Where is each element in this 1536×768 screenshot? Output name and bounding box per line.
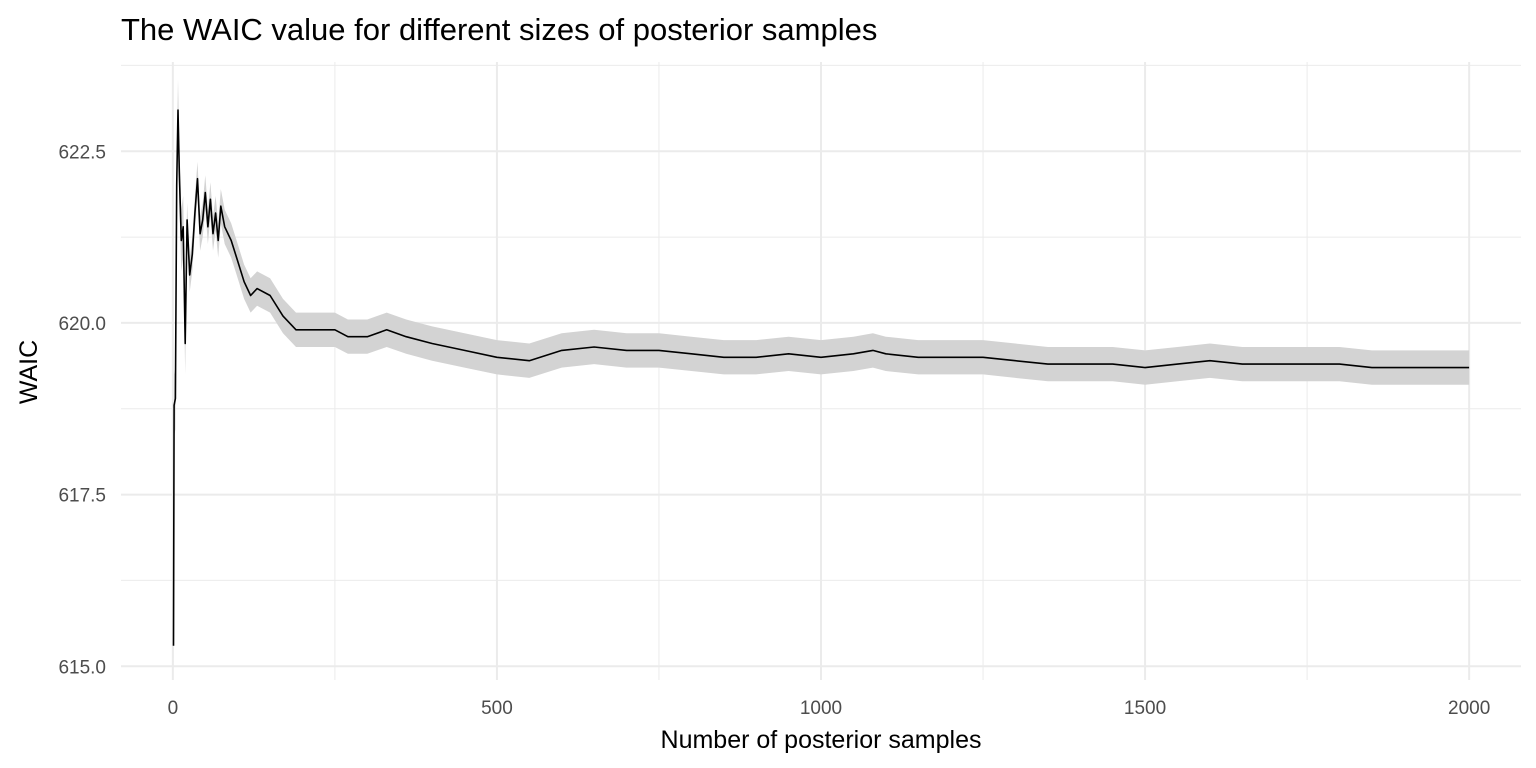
y-tick-label: 622.5 (58, 142, 106, 163)
series-line (172, 109, 1470, 646)
y-tick-label: 617.5 (58, 486, 106, 507)
x-tick-label: 1000 (800, 698, 842, 719)
x-axis-title: Number of posterior samples (661, 726, 982, 754)
grid-major (121, 62, 1521, 680)
chart-title: The WAIC value for different sizes of po… (121, 12, 877, 47)
y-axis-ticks: 615.0 617.5 620.0 622.5 (58, 142, 106, 678)
x-tick-label: 500 (481, 698, 513, 719)
y-tick-label: 615.0 (58, 657, 106, 678)
x-tick-label: 2000 (1448, 698, 1490, 719)
y-tick-label: 620.0 (58, 314, 106, 335)
x-tick-label: 0 (168, 698, 179, 719)
y-axis-title: WAIC (15, 340, 43, 404)
waic-line (172, 109, 1470, 646)
x-tick-label: 1500 (1124, 698, 1166, 719)
band-area (173, 79, 1470, 677)
x-axis-ticks: 0 500 1000 1500 2000 (168, 698, 1491, 719)
confidence-band (173, 79, 1470, 677)
